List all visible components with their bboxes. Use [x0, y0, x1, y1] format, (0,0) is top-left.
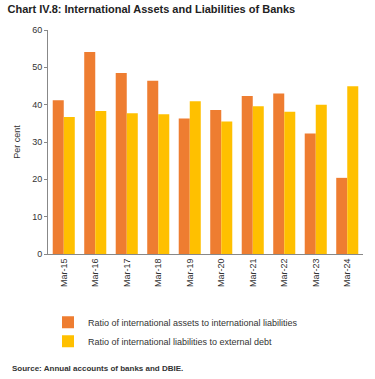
svg-text:60: 60	[32, 25, 42, 35]
svg-text:Mar-22: Mar-22	[279, 259, 289, 288]
svg-text:Mar-18: Mar-18	[153, 259, 163, 288]
svg-text:0: 0	[37, 249, 42, 259]
svg-text:Ratio of international liabili: Ratio of international liabilities to ex…	[88, 337, 272, 347]
svg-text:20: 20	[32, 174, 42, 184]
svg-text:30: 30	[32, 137, 42, 147]
svg-text:Mar-20: Mar-20	[216, 259, 226, 288]
svg-text:Mar-21: Mar-21	[248, 259, 258, 288]
svg-text:Mar-19: Mar-19	[185, 259, 195, 288]
svg-text:50: 50	[32, 62, 42, 72]
svg-text:10: 10	[32, 212, 42, 222]
svg-text:Ratio of international assets: Ratio of international assets to interna…	[88, 318, 298, 328]
svg-text:Per cent: Per cent	[12, 125, 22, 159]
svg-text:Mar-15: Mar-15	[59, 259, 69, 288]
svg-text:Mar-24: Mar-24	[342, 259, 352, 288]
svg-text:Mar-23: Mar-23	[311, 259, 321, 288]
svg-text:Mar-17: Mar-17	[122, 259, 132, 288]
svg-text:Chart IV.8: International Asse: Chart IV.8: International Assets and Lia…	[8, 3, 296, 15]
svg-text:Source: Annual accounts of ban: Source: Annual accounts of banks and DBI…	[12, 364, 183, 373]
svg-text:Mar-16: Mar-16	[90, 259, 100, 288]
svg-text:40: 40	[32, 100, 42, 110]
